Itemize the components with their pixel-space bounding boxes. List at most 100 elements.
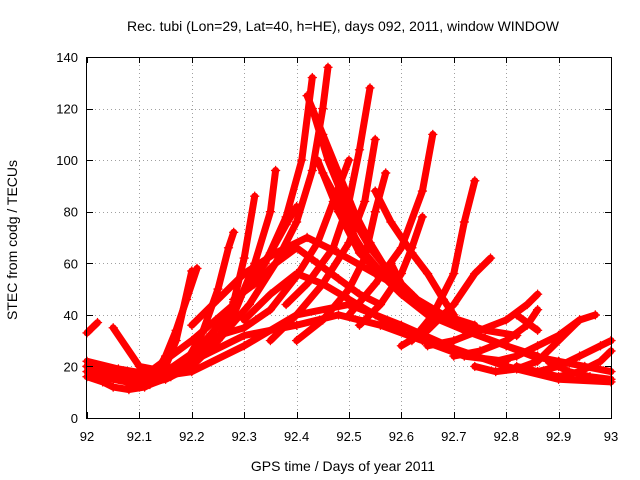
y-tick-label: 100 bbox=[56, 153, 78, 168]
series-24-point-2 bbox=[449, 268, 459, 279]
series-10-point-4 bbox=[281, 212, 291, 222]
series-35-point-2 bbox=[291, 268, 302, 279]
x-tick-label: 92.1 bbox=[127, 429, 152, 444]
series-11-point-4 bbox=[291, 217, 302, 227]
series-4-point-1 bbox=[108, 374, 118, 384]
series-34-arc bbox=[513, 311, 542, 334]
series-16-point-0 bbox=[318, 168, 328, 178]
series-4-point-7 bbox=[239, 253, 249, 263]
series-19-point-3 bbox=[360, 253, 370, 263]
series-36-point-1 bbox=[250, 279, 260, 289]
series-9-point-5 bbox=[375, 320, 386, 330]
series-22-point-1 bbox=[386, 217, 396, 227]
series-33-point-0 bbox=[543, 356, 553, 366]
series-18-point-0 bbox=[333, 207, 344, 217]
series-22-point-2 bbox=[407, 248, 417, 258]
series-25-point-0 bbox=[396, 341, 407, 351]
series-28-point-6 bbox=[590, 310, 600, 320]
series-25-point-3 bbox=[470, 268, 480, 279]
series-11-point-6 bbox=[318, 103, 328, 114]
series-20-point-4 bbox=[428, 129, 438, 140]
series-19-point-5 bbox=[381, 168, 391, 178]
series-25-point-2 bbox=[449, 299, 459, 310]
series-12-point-0 bbox=[302, 91, 312, 101]
series-31-point-1 bbox=[553, 372, 564, 382]
series-15-arc bbox=[282, 84, 374, 308]
x-tick-label: 92.8 bbox=[494, 429, 519, 444]
series-9-point-4 bbox=[333, 310, 344, 320]
series-19-point-0 bbox=[291, 335, 302, 346]
series-25-point-1 bbox=[422, 325, 433, 335]
series-0-point-1 bbox=[87, 323, 97, 333]
series-23-point-5 bbox=[449, 315, 459, 325]
series-37-point-6 bbox=[370, 268, 380, 279]
series-32-point-0 bbox=[501, 341, 511, 351]
x-tick-labels: 92 92.1 92.2 92.3 92.4 92.5 92.6 92.7 92.8 92.9 93 bbox=[80, 429, 618, 444]
series-35-point-1 bbox=[265, 289, 276, 299]
series-27-point-1 bbox=[475, 346, 485, 356]
series-36-point-6 bbox=[354, 289, 365, 299]
series-36-point-5 bbox=[333, 274, 344, 284]
series-11-point-1 bbox=[213, 335, 223, 346]
series-24-point-1 bbox=[428, 310, 438, 320]
series-17-arc bbox=[266, 136, 379, 345]
series-35-point-0 bbox=[239, 315, 249, 325]
series-17-point-4 bbox=[360, 196, 370, 207]
x-tick-label: 92.6 bbox=[389, 429, 414, 444]
series-5-point-7 bbox=[265, 207, 276, 217]
series-33-point-2 bbox=[585, 372, 595, 382]
series-29-point-2 bbox=[532, 341, 543, 351]
y-tick-label: 80 bbox=[64, 205, 78, 220]
series-26-point-0 bbox=[422, 341, 433, 351]
series-20-point-3 bbox=[417, 186, 428, 196]
series-19-point-4 bbox=[370, 207, 380, 217]
series-24-point-3 bbox=[459, 217, 469, 227]
x-tick-label: 92.7 bbox=[441, 429, 466, 444]
series-11-point-7 bbox=[323, 62, 333, 72]
x-tick-label: 92.5 bbox=[336, 429, 361, 444]
series-11-point-0 bbox=[176, 361, 186, 372]
series-1-point-9 bbox=[192, 263, 202, 274]
series-23-point-6 bbox=[464, 320, 475, 330]
series-36-point-7 bbox=[375, 299, 386, 310]
series-20-point-1 bbox=[370, 279, 380, 289]
x-tick-label: 92.2 bbox=[179, 429, 204, 444]
series-26-arc bbox=[424, 290, 542, 350]
series-9-point-0 bbox=[134, 382, 145, 392]
series-15-point-5 bbox=[365, 83, 375, 93]
series-3-point-7 bbox=[213, 284, 223, 294]
series-0-point-2 bbox=[92, 317, 103, 328]
series-17-point-5 bbox=[370, 134, 380, 145]
series-28-point-1 bbox=[491, 366, 501, 377]
series-7-point-6 bbox=[265, 305, 276, 315]
series-29-point-3 bbox=[553, 330, 564, 341]
series-36-point-0 bbox=[229, 294, 239, 305]
y-tick-label: 120 bbox=[56, 102, 78, 117]
series-15-point-0 bbox=[281, 299, 291, 310]
series-26-point-4 bbox=[522, 299, 532, 310]
series-18-arc bbox=[335, 208, 468, 334]
y-tick-label: 140 bbox=[56, 50, 78, 65]
series-20-point-0 bbox=[344, 310, 354, 320]
series-37-point-7 bbox=[407, 289, 417, 299]
series-36-point-4 bbox=[312, 258, 323, 268]
series-21-point-4 bbox=[417, 212, 428, 222]
series-13-point-0 bbox=[307, 103, 317, 114]
series-29-point-0 bbox=[491, 356, 501, 366]
y-tick-label: 40 bbox=[64, 308, 78, 323]
series-7-point-10 bbox=[344, 155, 354, 165]
series-6-point-0 bbox=[124, 379, 134, 390]
series-8-point-2 bbox=[187, 366, 197, 377]
series-35-point-6 bbox=[396, 325, 407, 335]
series-26-point-5 bbox=[532, 289, 543, 299]
series-5-point-8 bbox=[270, 165, 281, 176]
series-30-point-4 bbox=[595, 341, 606, 351]
series-36-arc bbox=[230, 244, 384, 308]
series-14-point-0 bbox=[312, 155, 323, 165]
series-26-point-1 bbox=[449, 335, 459, 346]
series-22-point-0 bbox=[370, 186, 380, 196]
series-37-point-0 bbox=[187, 320, 197, 330]
chart-title: Rec. tubi (Lon=29, Lat=40, h=HE), days 0… bbox=[127, 18, 560, 34]
x-tick-label: 92 bbox=[80, 429, 94, 444]
